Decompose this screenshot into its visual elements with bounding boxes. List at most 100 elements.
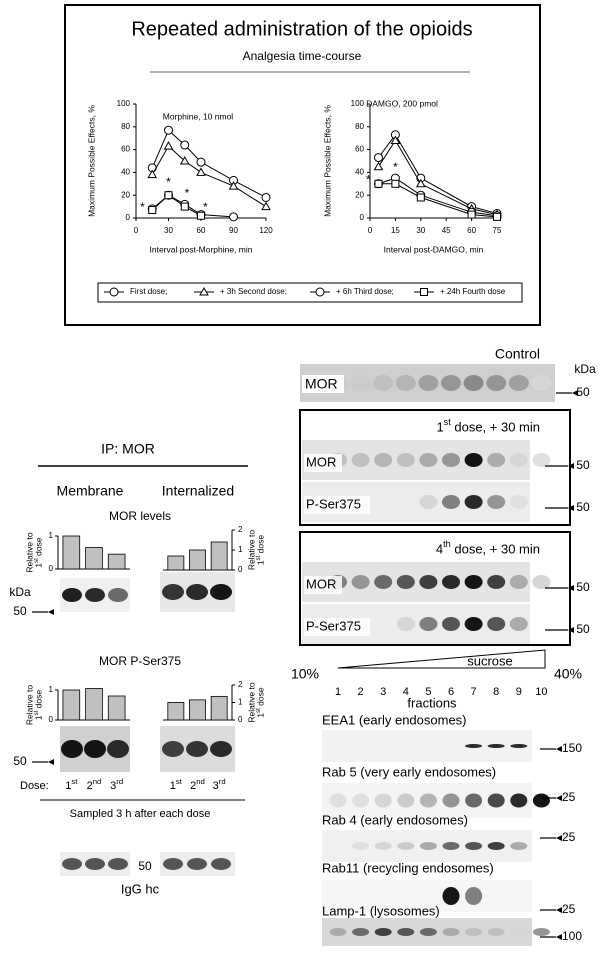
y-tick-label: 0 bbox=[126, 213, 131, 222]
kda-label: kDa bbox=[574, 362, 596, 376]
blot-band bbox=[85, 588, 105, 602]
y-tick-label: 80 bbox=[121, 122, 130, 131]
blot-band bbox=[162, 741, 184, 757]
x-axis-label: Interval post-Morphine, min bbox=[150, 244, 253, 254]
blot-band bbox=[396, 575, 415, 589]
marker-circle bbox=[164, 125, 173, 135]
row-label-bg bbox=[304, 496, 370, 514]
arrow-head bbox=[556, 835, 562, 841]
blot-band bbox=[464, 495, 483, 509]
blot-band bbox=[464, 453, 483, 467]
arrow-head bbox=[556, 795, 562, 801]
blot-band bbox=[397, 793, 415, 808]
blot-band bbox=[442, 575, 460, 589]
blot-band bbox=[374, 928, 392, 936]
row-label-bg bbox=[302, 375, 344, 393]
ip-label: IP: MOR bbox=[101, 441, 155, 457]
y-tick-label: 1 bbox=[238, 698, 243, 707]
blot-band bbox=[329, 793, 347, 808]
marker-square bbox=[374, 179, 383, 188]
blot-band bbox=[62, 588, 82, 602]
blot bbox=[322, 880, 532, 912]
blot-band bbox=[350, 375, 371, 391]
y-tick-label: 2 bbox=[238, 525, 243, 534]
blot-band bbox=[465, 842, 483, 850]
annotation: * bbox=[166, 175, 171, 189]
blot-band bbox=[61, 740, 83, 758]
blot-band bbox=[442, 495, 460, 509]
y-tick-label: 1 bbox=[49, 531, 54, 540]
blot-band bbox=[442, 617, 460, 631]
marker-square bbox=[148, 206, 157, 215]
bar bbox=[167, 555, 185, 571]
bar bbox=[210, 541, 228, 571]
y-axis-label: 1st dose bbox=[33, 690, 43, 720]
y-tick-label: 60 bbox=[121, 145, 130, 154]
fraction-number: 5 bbox=[425, 686, 431, 698]
marker-triangle bbox=[261, 201, 271, 211]
row-label: MOR bbox=[306, 576, 336, 591]
bar bbox=[85, 688, 103, 721]
mw-label: 50 bbox=[576, 458, 590, 472]
marker-circle bbox=[109, 287, 119, 297]
marker-square bbox=[493, 212, 501, 221]
marker-square bbox=[416, 193, 425, 202]
arrow-head bbox=[568, 463, 574, 469]
mw-label: 100 bbox=[562, 929, 582, 943]
mw-label: 25 bbox=[562, 902, 576, 916]
fractions-label: fractions bbox=[407, 695, 457, 710]
blot-band bbox=[465, 744, 483, 748]
mw-label: 50 bbox=[138, 859, 152, 873]
blot-band bbox=[509, 617, 528, 631]
y-axis-label: Relative to bbox=[246, 530, 256, 570]
blot-band bbox=[532, 575, 551, 589]
blot-band bbox=[186, 584, 208, 600]
x-axis-label: Interval post-DAMGO, min bbox=[384, 244, 484, 254]
mw-label: 50 bbox=[576, 580, 590, 594]
marker-circle bbox=[180, 140, 190, 150]
blot-band bbox=[510, 842, 528, 850]
blot-band bbox=[487, 842, 505, 850]
row-label: P-Ser375 bbox=[306, 496, 361, 511]
marker-triangle bbox=[196, 167, 206, 176]
bar bbox=[210, 695, 228, 721]
dose-label: Dose: bbox=[20, 780, 49, 792]
blot-band bbox=[329, 928, 347, 936]
arrow-head bbox=[568, 505, 574, 511]
blot-band bbox=[441, 375, 461, 391]
marker-triangle bbox=[390, 135, 401, 144]
blot-band bbox=[210, 584, 232, 600]
blot-band bbox=[85, 858, 105, 870]
blot-band bbox=[397, 928, 415, 936]
blot-band bbox=[352, 842, 370, 850]
row-label: P-Ser375 bbox=[306, 618, 361, 633]
y-tick-label: 100 bbox=[117, 99, 131, 108]
row-label: MOR bbox=[305, 376, 338, 392]
y-tick-label: 0 bbox=[238, 565, 243, 574]
marker-square bbox=[197, 211, 205, 220]
blot-band bbox=[442, 453, 460, 467]
fraction-number: 6 bbox=[448, 686, 454, 698]
blot-band bbox=[374, 842, 392, 850]
blot-band bbox=[532, 453, 551, 467]
column-header: Internalized bbox=[162, 483, 234, 499]
y-tick-label: 0 bbox=[360, 213, 365, 222]
series-line bbox=[151, 129, 267, 198]
x-tick-label: 2nd bbox=[87, 777, 102, 792]
bar bbox=[107, 695, 126, 721]
blot-band bbox=[487, 453, 506, 467]
marker-label: Rab 5 (very early endosomes) bbox=[322, 764, 496, 779]
marker-label: Lamp-1 (lysosomes) bbox=[322, 903, 440, 918]
legend-frame bbox=[97, 282, 523, 303]
x-tick-label: 60 bbox=[197, 226, 206, 235]
box-title: 4th dose, + 30 min bbox=[436, 539, 540, 556]
box-title: 1st dose, + 30 min bbox=[436, 417, 540, 434]
figure-title: Repeated administration of the opioids bbox=[131, 18, 472, 40]
marker-square bbox=[391, 179, 400, 188]
blot-band bbox=[419, 928, 437, 936]
mw-label: 150 bbox=[562, 741, 582, 755]
arrow-head bbox=[568, 627, 574, 633]
blot-band bbox=[508, 375, 529, 391]
blot-band bbox=[84, 740, 106, 758]
fraction-number: 7 bbox=[471, 686, 477, 698]
